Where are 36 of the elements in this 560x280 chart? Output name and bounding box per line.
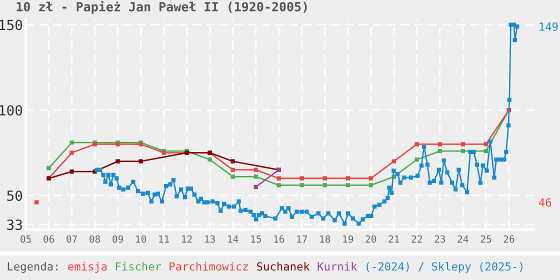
text: emisja bbox=[68, 262, 107, 273]
x-tick-label: 13 bbox=[205, 235, 215, 243]
x-tick-label: 07 bbox=[66, 235, 77, 243]
x-tick-label: 12 bbox=[182, 235, 192, 243]
x-tick-label: 22 bbox=[412, 235, 422, 243]
x-tick-label: 18 bbox=[320, 235, 330, 243]
text: Parchimowicz bbox=[170, 262, 248, 271]
x-tick-label: 14 bbox=[228, 236, 238, 243]
x-tick-label: 17 bbox=[297, 236, 307, 243]
x-tick-label: 20 bbox=[366, 235, 376, 243]
x-tick-label: 05 bbox=[20, 235, 31, 243]
y2-tick-label: 149 bbox=[540, 22, 558, 31]
x-tick-label: 10 bbox=[136, 235, 146, 243]
x-tick-label: 09 bbox=[112, 235, 123, 243]
chart-title: 10 zł - Papież Jan Paweł II (1920-2005) bbox=[16, 1, 307, 14]
x-tick-label: 15 bbox=[251, 236, 261, 243]
y-tick-label: 50 bbox=[7, 190, 22, 201]
y-tick-label: 33 bbox=[7, 219, 22, 230]
y-tick-label: 100 bbox=[0, 105, 22, 116]
text: (-2024) / Sklepy (2025-) bbox=[366, 262, 523, 273]
x-tick-label: 21 bbox=[388, 235, 400, 243]
text: Fischer bbox=[116, 262, 162, 271]
legend-title: Legenda: bbox=[8, 262, 58, 273]
y2-tick-label: 46 bbox=[538, 198, 552, 207]
x-tick-label: 16 bbox=[274, 235, 284, 243]
x-tick-label: 24 bbox=[458, 235, 468, 243]
y-tick-label: 150 bbox=[0, 20, 22, 30]
x-tick-label: 23 bbox=[434, 235, 446, 243]
x-tick-label: 19 bbox=[343, 235, 354, 243]
x-tick-label: 08 bbox=[90, 235, 100, 243]
text: Suchanek bbox=[257, 262, 310, 271]
x-tick-label: 06 bbox=[44, 235, 54, 243]
text: Kurnik bbox=[318, 262, 358, 271]
x-tick-label: 25 bbox=[480, 235, 491, 243]
x-tick-label: 26 bbox=[504, 235, 514, 243]
x-tick-label: 11 bbox=[159, 236, 170, 243]
